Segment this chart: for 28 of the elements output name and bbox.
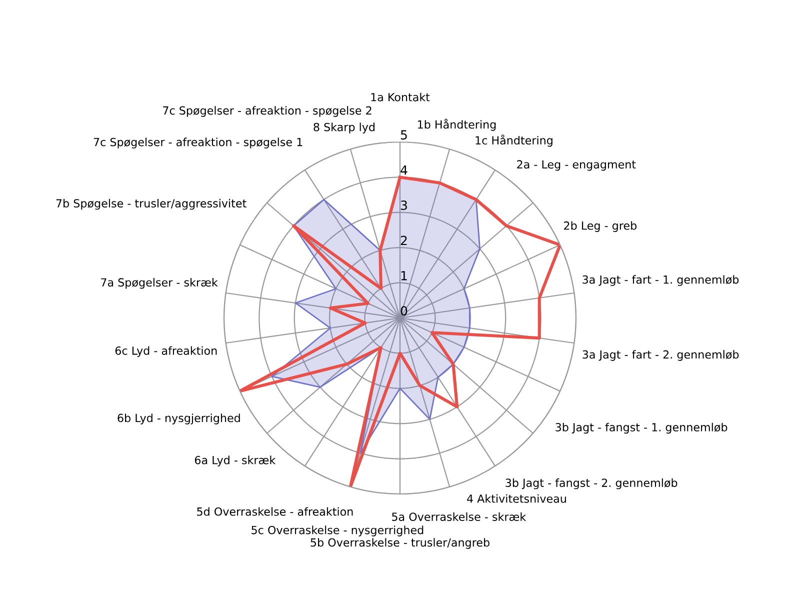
spoke-label: 5c Overraskelse - nysgerrighed (252, 526, 424, 536)
y-tick-label: 3 (400, 200, 407, 210)
spoke-label: 1a Kontakt (371, 92, 430, 102)
spoke-label: 1b Håndtering (418, 118, 496, 131)
spoke-label: 6b Lyd - nysgjerrighed (118, 414, 240, 424)
y-tick-label: 4 (400, 165, 408, 175)
spoke-label: 3a Jagt - fart - 2. gennemløb (582, 350, 739, 361)
spoke-label: 7c Spøgelser - afreaktion - spøgelse 2 (163, 106, 372, 117)
spoke-label: 8 Skarp lyd (314, 122, 374, 134)
spoke-label: 5b Overraskelse - trusler/angreb (310, 538, 490, 549)
spoke-label: 3b Jagt - fangst - 1. gennemløb (556, 422, 728, 434)
spoke-label: 3a Jagt - fart - 1. gennemløb (582, 275, 739, 286)
spoke-label: 6a Lyd - skræk (194, 456, 276, 466)
y-tick-label: 2 (400, 236, 407, 245)
spoke-label: 7c Spøgelser - afreaktion - spøgelse 1 (94, 138, 302, 148)
spoke-label: 6c Lyd - afreaktion (115, 346, 217, 357)
spoke-label: 5d Overraskelse - afreaktion (197, 507, 353, 516)
y-tick-label: 0 (400, 306, 408, 316)
spoke-label: 7b Spøgelse - trusler/aggressivitet (56, 198, 246, 210)
spoke-label: 1c Håndtering (476, 134, 552, 147)
spoke-label: 3b Jagt - fangst - 2. gennemløb (506, 478, 678, 490)
spoke-label: 2b Leg - greb (564, 221, 637, 232)
y-tick-label: 5 (400, 130, 407, 140)
y-tick-label: 1 (401, 271, 407, 280)
spoke-label: 5a Overraskelse - skræk (392, 512, 526, 521)
spoke-label: 2a - Leg - engagment (517, 160, 636, 171)
spoke-label: 7a Spøgelser - skræk (101, 278, 218, 289)
spoke-label: 4 Aktivitetsniveau (467, 494, 566, 503)
